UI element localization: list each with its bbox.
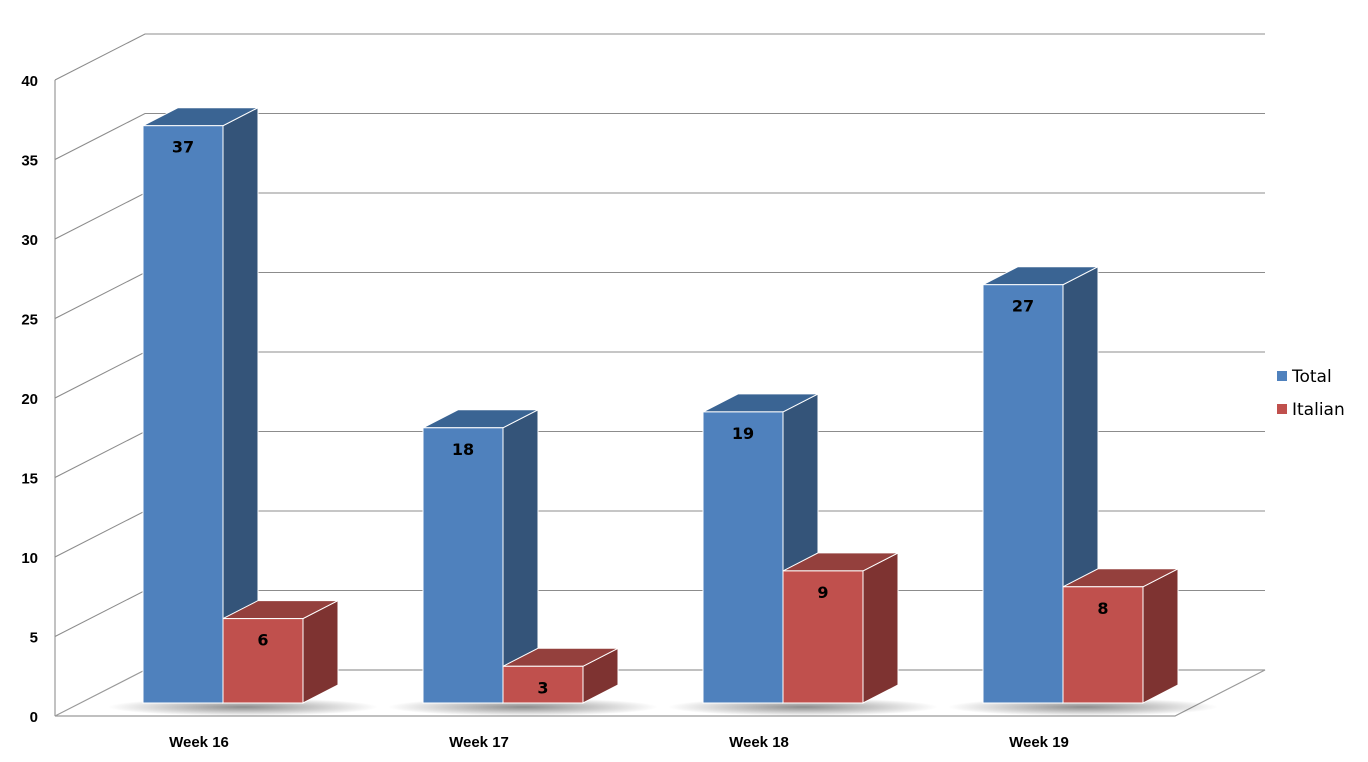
legend: Total Italian	[1277, 367, 1345, 420]
bar-total-week-16: 37	[142, 106, 259, 704]
legend-swatch-total	[1277, 371, 1287, 381]
gridline	[54, 33, 1265, 81]
legend-label-italian: Italian	[1292, 400, 1345, 420]
gridline	[54, 112, 1265, 160]
bar-side	[1142, 567, 1179, 704]
bar-front	[702, 411, 784, 704]
data-label: 19	[732, 424, 754, 443]
data-label: 6	[257, 631, 268, 650]
y-tick-label: 10	[21, 550, 38, 567]
y-tick-label: 15	[21, 471, 38, 488]
y-axis-ticks: 0 5 10 15 20 25 30 35 40	[21, 73, 38, 726]
y-tick-label: 5	[30, 630, 38, 647]
bar-italian-week-16: 6	[222, 599, 339, 704]
data-label: 8	[1097, 599, 1108, 618]
bar-front	[1062, 586, 1144, 704]
data-label: 3	[537, 678, 548, 697]
bar-front	[502, 665, 584, 704]
x-tick-label: Week 18	[729, 734, 789, 751]
y-tick-label: 40	[21, 73, 38, 90]
bar-italian-week-18: 9	[782, 552, 899, 704]
legend-label-total: Total	[1291, 367, 1332, 387]
legend-swatch-italian	[1277, 404, 1287, 414]
bar-total-week-19: 27	[982, 265, 1099, 704]
x-tick-label: Week 16	[169, 734, 229, 751]
y-tick-label: 20	[21, 391, 38, 408]
data-label: 18	[452, 440, 474, 459]
x-tick-label: Week 17	[449, 734, 509, 751]
bar-front	[982, 284, 1064, 704]
data-label: 37	[172, 138, 194, 157]
y-tick-label: 30	[21, 232, 38, 249]
y-tick-label: 25	[21, 312, 38, 329]
bar-total-week-17: 18	[422, 408, 539, 704]
x-tick-label: Week 19	[1009, 734, 1069, 751]
bar-front	[222, 618, 304, 704]
data-label: 27	[1012, 297, 1034, 316]
y-tick-label: 35	[21, 153, 38, 170]
x-axis-ticks: Week 16 Week 17 Week 18 Week 19	[169, 734, 1069, 751]
bar-side	[862, 552, 899, 704]
data-label: 9	[817, 583, 828, 602]
bar-front	[782, 570, 864, 704]
bar-front	[422, 427, 504, 704]
bar-italian-week-19: 8	[1062, 567, 1179, 704]
bar-italian-week-17: 3	[502, 647, 619, 704]
y-tick-label: 0	[30, 709, 38, 726]
bar-front	[142, 125, 224, 704]
bars: 37 6 18 3 19 9 27 8	[108, 106, 1218, 716]
